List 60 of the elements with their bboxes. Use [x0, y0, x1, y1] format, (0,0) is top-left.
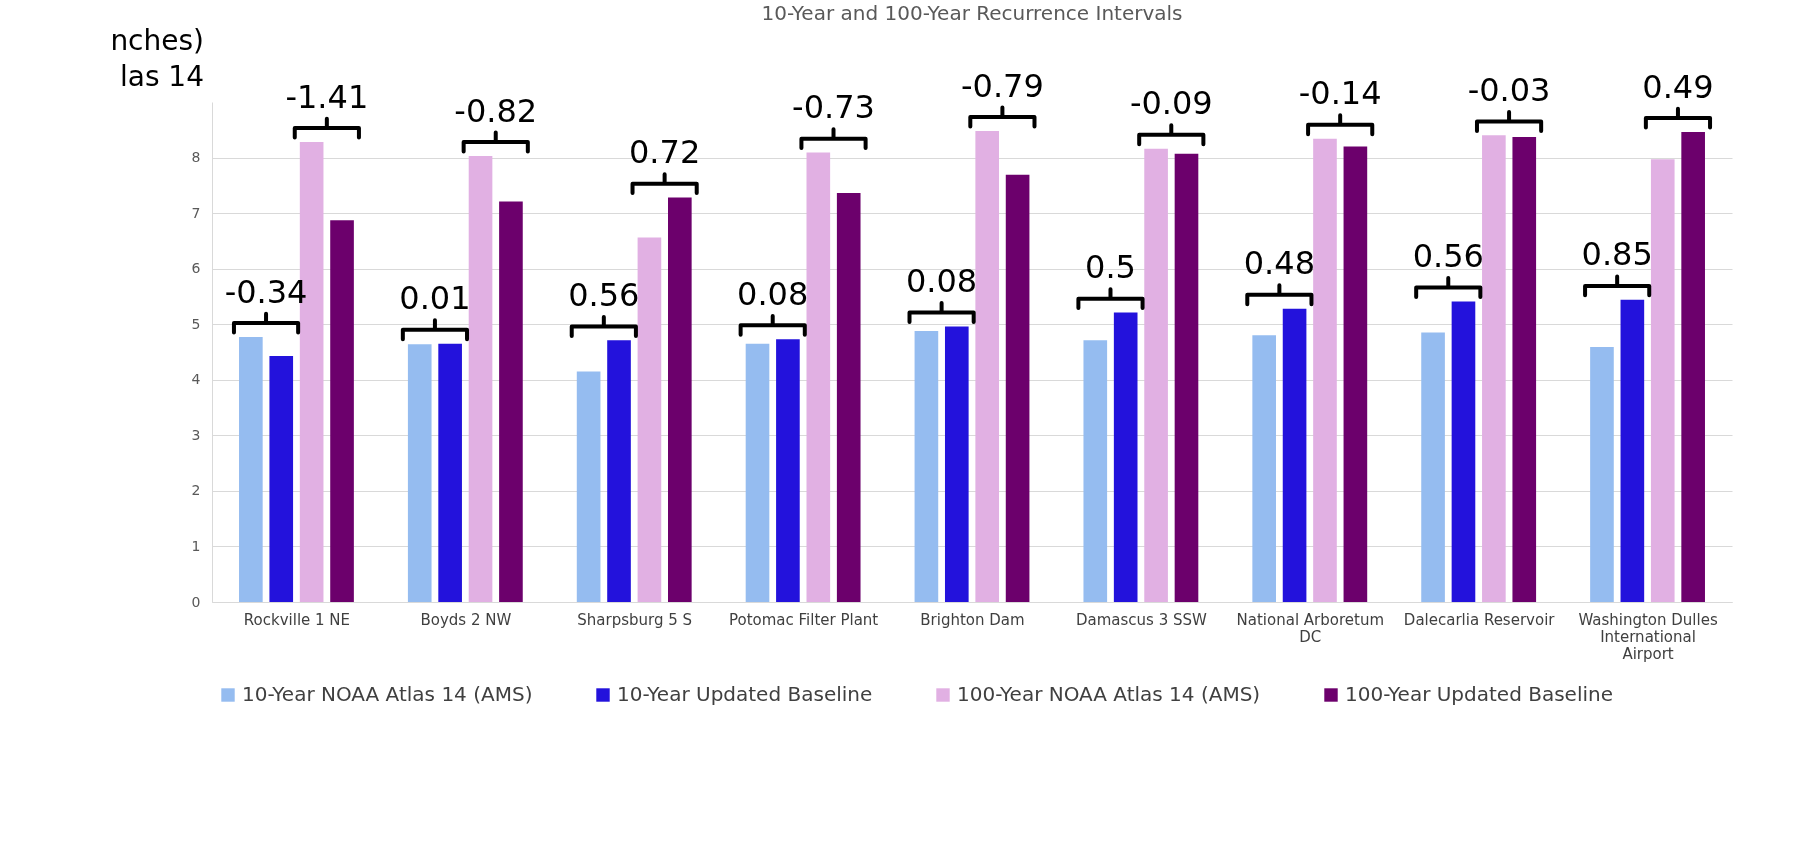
bar [836, 193, 861, 602]
annotation: 0.72 [629, 133, 701, 172]
bar [499, 201, 523, 602]
bar [269, 355, 294, 602]
bar [1512, 137, 1537, 602]
bar [1083, 340, 1108, 602]
y-tick-label: 0 [191, 593, 201, 610]
legend-label: 10-Year NOAA Atlas 14 (AMS) [242, 682, 533, 706]
bar [1421, 332, 1445, 602]
chart-title: 10-Year and 100-Year Recurrence Intervals [761, 1, 1183, 25]
annotation: -0.73 [792, 88, 875, 127]
annotation: -0.09 [1129, 84, 1213, 123]
y-tick-label: 5 [191, 315, 201, 332]
annotation: -0.79 [961, 66, 1044, 105]
y-tick-label: 1 [191, 537, 201, 554]
y-tick-label: 2 [191, 482, 201, 499]
y-tick-label: 3 [191, 426, 201, 443]
bar [1005, 174, 1030, 602]
bar [1650, 159, 1675, 602]
bar [637, 237, 662, 602]
y-tick-label: 7 [191, 204, 201, 221]
bar [330, 220, 354, 602]
y-tick-label: 8 [191, 149, 201, 166]
y-tick-label: 4 [191, 371, 201, 388]
annotation: 0.56 [568, 276, 640, 314]
annotation: -1.41 [285, 77, 369, 116]
x-tick-label: Washington Dulles International Airport [1578, 610, 1718, 663]
annotation: 0.08 [905, 262, 978, 301]
annotation: -0.34 [224, 272, 308, 311]
x-tick-label: Sharpsburg 5 S [577, 610, 693, 629]
legend-label: 100-Year Updated Baseline [1345, 682, 1613, 706]
bar [745, 343, 770, 602]
text: nches) [110, 24, 204, 57]
annotation: -0.82 [454, 91, 538, 130]
x-tick-label: Damascus 3 SSW [1075, 610, 1207, 629]
annotation: 0.49 [1642, 67, 1714, 106]
bar [914, 330, 939, 602]
legend-label: 100-Year NOAA Atlas 14 (AMS) [957, 682, 1261, 706]
bar [1174, 153, 1199, 602]
bar [1343, 146, 1368, 602]
x-tick-label: Brighton Dam [920, 610, 1025, 629]
annotation: -0.03 [1467, 71, 1551, 109]
bar [576, 371, 601, 602]
annotation: 0.85 [1581, 235, 1653, 274]
y-tick-label: 6 [191, 260, 201, 277]
text: las 14 [119, 60, 204, 93]
annotation: -0.14 [1298, 74, 1382, 113]
legend-label: 10-Year Updated Baseline [617, 682, 873, 706]
x-tick-label: Potomac Filter Plant [728, 610, 879, 629]
x-tick-label: Dalecarlia Reservoir [1403, 610, 1556, 629]
annotation: 0.48 [1243, 244, 1315, 283]
bar [1590, 347, 1614, 602]
annotation: 0.08 [737, 274, 809, 313]
x-tick-label: National Arboretum DC [1236, 610, 1385, 646]
x-tick-label: Boyds 2 NW [420, 610, 512, 629]
bar [1252, 335, 1276, 602]
x-tick-label: Rockville 1 NE [243, 610, 351, 629]
annotation: 0.56 [1412, 237, 1484, 276]
annotation: 0.01 [399, 279, 471, 318]
annotation: 0.5 [1085, 248, 1136, 287]
